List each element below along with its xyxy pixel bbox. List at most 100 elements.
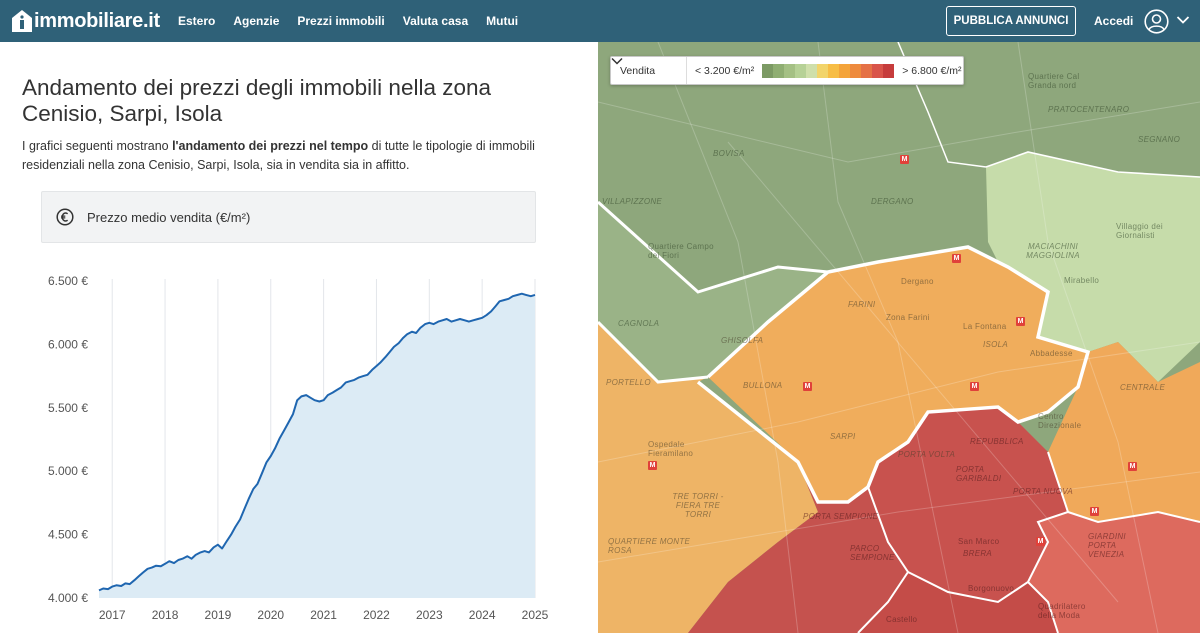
map-label: SEGNANO [1138,135,1181,144]
site-logo[interactable]: immobiliare.it [11,7,160,35]
map-label: Abbadesse [1030,349,1073,358]
zone-sempione[interactable] [688,462,908,633]
map-label: GHISOLFA [721,336,764,345]
map-label: La Fontana [963,322,1007,331]
zone-border [985,151,1200,178]
map-label: Quadrilatero della Moda [1038,602,1086,620]
metro-station-icon[interactable]: M [803,382,812,391]
chart-x-tick-label: 2017 [99,608,126,622]
map-label: Villaggio dei Giornalisti [1116,222,1163,240]
map-label: CAGNOLA [618,319,660,328]
map-label: Castello [886,615,918,624]
login-link[interactable]: Accedi [1094,14,1134,28]
chart-plot-group: 4.000 € 4.500 € 5.000 € 5.500 € 6.000 € 6.500… [48,274,549,622]
zone-isola-farini[interactable] [708,247,1088,502]
legend-color-swatch [861,63,873,78]
user-account-icon[interactable] [1144,9,1169,34]
map-label: REPUBBLICA [970,437,1024,446]
map-label: ISOLA [983,340,1009,349]
map-label: SARPI [830,432,856,441]
top-navigation-bar: immobiliare.it Estero Agenzie Prezzi imm… [0,0,1200,42]
chevron-down-icon[interactable] [1176,15,1190,25]
zone-porta-venezia[interactable] [1028,512,1200,633]
map-label: Dergano [901,277,934,286]
metro-station-icon[interactable]: M [1036,537,1045,546]
legend-min-label: < 3.200 €/m² [695,64,755,77]
zone-border [907,451,1070,604]
map-label: Zona Farini [886,313,930,322]
chart-y-tick-label: 5.000 € [48,464,88,478]
legend-color-swatch [850,63,862,78]
metro-station-icon[interactable]: M [1128,462,1137,471]
nav-mutui[interactable]: Mutui [486,14,519,28]
zone-border [598,200,829,294]
metro-station-icon[interactable]: M [900,155,909,164]
legend-color-swatch [773,63,785,78]
map-label: PARCO SEMPIONE [850,544,895,562]
legend-color-swatch [839,63,851,78]
chart-x-tick-label: 2023 [416,608,443,622]
euro-icon [56,208,74,226]
zone-castello[interactable] [858,572,1058,633]
metro-station-icon[interactable]: M [1090,507,1099,516]
chart-x-tick-label: 2022 [363,608,390,622]
intro-text-part: I grafici seguenti mostrano [22,139,173,153]
map-label: Mirabello [1064,276,1100,285]
metro-station-icon[interactable]: M [648,461,657,470]
metro-station-icon[interactable]: M [1016,317,1025,326]
house-logo-icon [12,10,32,32]
metro-station-icon[interactable]: M [952,254,961,263]
publish-ads-button[interactable]: PUBBLICA ANNUNCI [946,6,1076,36]
legend-color-swatch [828,63,840,78]
zone-border [1067,510,1200,524]
legend-color-swatch [883,63,895,78]
legend-color-swatch [872,63,884,78]
map-label: CENTRALE [1120,383,1166,392]
map-label: DERGANO [871,197,914,206]
main-nav: Estero Agenzie Prezzi immobili Valuta ca… [178,0,536,42]
price-trend-panel: Andamento dei prezzi degli immobili nell… [0,42,598,633]
chart-card-header: Prezzo medio vendita (€/m²) [41,191,536,243]
nav-valuta-casa[interactable]: Valuta casa [402,14,469,28]
zone-border [1027,581,1059,633]
contract-type-select[interactable]: Vendita [611,57,687,84]
chart-x-tick-label: 2019 [205,608,232,622]
legend-max-label: > 6.800 €/m² [902,64,962,77]
map-label: GIARDINI PORTA VENEZIA [1088,532,1126,559]
map-label: San Marco [958,537,1000,546]
price-chart: 4.000 € 4.500 € 5.000 € 5.500 € 6.000 € 6.500… [48,274,549,622]
map-label: PORTA VOLTA [898,450,956,459]
metro-station-icon[interactable]: M [970,382,979,391]
zone-border [598,320,709,384]
legend-color-swatch [806,63,818,78]
map-label: PORTELLO [606,378,651,387]
map-label: Quartiere Cal Granda nord [1028,72,1080,90]
nav-prezzi-immobili[interactable]: Prezzi immobili [297,14,385,28]
intro-text-bold: l'andamento dei prezzi nel tempo [172,139,369,153]
zone-border [696,245,1091,504]
zone-portello[interactable] [598,322,818,633]
map-label: QUARTIERE MONTE ROSA [608,537,691,555]
map-label: PORTA SEMPIONE [803,512,879,521]
map-zones [598,42,1200,633]
nav-agenzie[interactable]: Agenzie [233,14,280,28]
chart-series-line [98,292,536,592]
map-label: PRATOCENTENARO [1048,105,1130,114]
map-label: BULLONA [743,381,783,390]
map-label: VILLAPIZZONE [602,197,663,206]
nav-estero[interactable]: Estero [178,14,216,28]
map-label: FARINI [848,300,876,309]
price-map[interactable]: Vendita < 3.200 €/m² > 6.800 €/m² Quarti… [598,42,1200,633]
zone-cagnola[interactable] [598,202,828,382]
zone-centrale[interactable] [1048,342,1200,522]
chart-y-tick-label: 4.500 € [48,528,88,542]
legend-color-swatch [784,63,796,78]
chart-x-tick-label: 2024 [469,608,496,622]
chart-x-tick-label: 2021 [310,608,337,622]
map-label: BOVISA [713,149,745,158]
chart-x-tick-label: 2025 [522,608,549,622]
zone-porta-garibaldi[interactable] [868,407,1068,602]
legend-color-swatch [817,63,829,78]
map-label: PORTA GARIBALDI [956,465,1002,483]
map-label: Ospedale Fieramilano [648,440,694,458]
